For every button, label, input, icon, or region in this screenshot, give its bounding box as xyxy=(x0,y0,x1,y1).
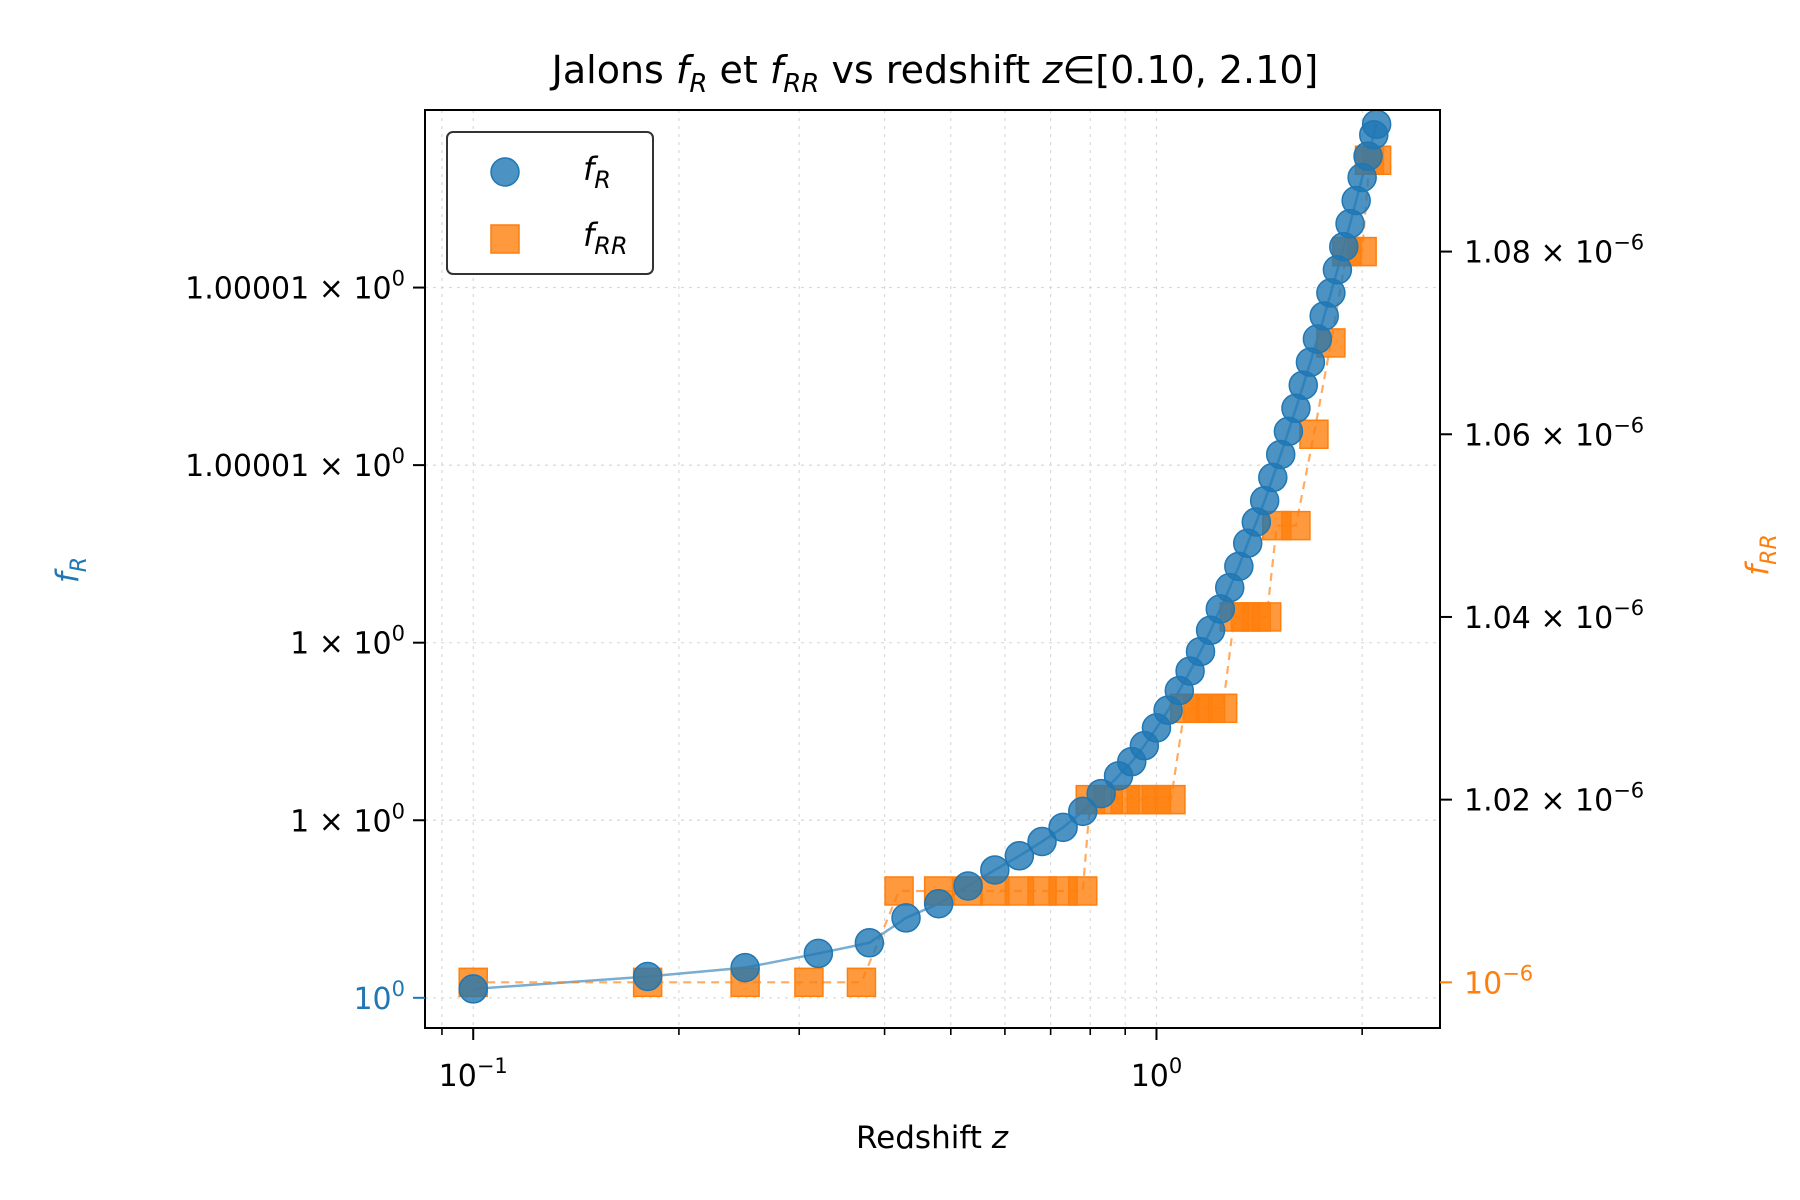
left-y-axis-label: fR xyxy=(50,557,92,583)
right-tick-label: 1.02 × 10−6 xyxy=(1464,779,1644,819)
fRR-point xyxy=(794,967,824,998)
fR-point xyxy=(1086,778,1116,809)
fR-point xyxy=(632,961,663,992)
fR-point xyxy=(980,855,1010,885)
grid-lines xyxy=(425,110,1440,1028)
x-tick-label: 10−1 xyxy=(439,1054,508,1094)
right-tick-label: 10−6 xyxy=(1464,961,1533,1001)
left-tick-label: 1.00001 × 100 xyxy=(185,267,405,307)
plot-frame xyxy=(424,109,1441,1029)
fR-point xyxy=(1027,826,1057,857)
legend: fR fRR xyxy=(446,131,654,275)
fRR-point xyxy=(1299,419,1329,450)
fRR-point xyxy=(884,876,914,906)
fR-point xyxy=(891,903,921,933)
x-axis: 10−1 100 xyxy=(439,1028,1363,1094)
x-tick-label: 100 xyxy=(1131,1054,1183,1094)
right-tick-label: 1.08 × 10−6 xyxy=(1464,231,1644,271)
x-axis-label: Redshift z xyxy=(856,1120,1009,1156)
left-tick-label: 1.00001 × 100 xyxy=(185,444,405,484)
fR-point xyxy=(923,888,954,919)
left-tick-label: 100 xyxy=(353,977,405,1017)
fR-point xyxy=(1004,841,1035,871)
fR-point xyxy=(1361,109,1392,139)
fR-points xyxy=(458,109,1392,1004)
right-y-axis: 10−6 1.02 × 10−6 1.04 × 10−6 1.06 × 10−6 1.0… xyxy=(1440,231,1644,1001)
left-tick-label: 1 × 100 xyxy=(290,799,405,839)
legend-marker-fR xyxy=(490,157,520,187)
fR-point xyxy=(854,928,885,958)
left-tick-label: 1 × 100 xyxy=(290,622,405,662)
legend-marker-fRR xyxy=(490,224,520,254)
right-tick-label: 1.06 × 10−6 xyxy=(1464,413,1644,453)
fR-point xyxy=(1067,796,1098,827)
fR-point xyxy=(953,871,983,901)
right-y-axis-label: fRR xyxy=(1740,534,1782,576)
fR-point xyxy=(730,952,760,983)
fRR-point xyxy=(1067,876,1098,906)
fRR-point xyxy=(846,967,877,998)
fRR-point xyxy=(1281,510,1311,541)
left-y-axis: 100 1 × 100 1 × 100 1.00001 × 100 1.00001 × … xyxy=(185,267,425,1017)
fR-point xyxy=(1048,812,1078,843)
chart-title: Jalons fR et fRR vs redshift z∈[0.10, 2.… xyxy=(550,48,1319,99)
fR-point xyxy=(803,938,834,969)
fRR-point xyxy=(1251,602,1282,632)
fR-point xyxy=(458,974,488,1004)
fRR-point xyxy=(1156,784,1186,815)
fRR-point xyxy=(1207,693,1238,724)
right-tick-label: 1.04 × 10−6 xyxy=(1464,596,1644,636)
